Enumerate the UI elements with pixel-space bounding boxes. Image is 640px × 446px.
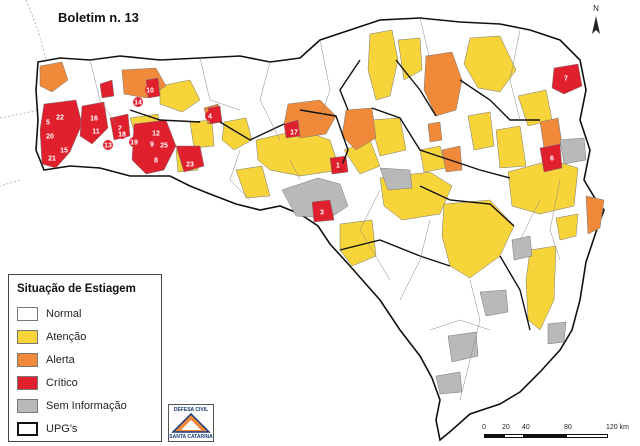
critical-label: 25 — [160, 142, 168, 149]
scale-bar: 0 20 40 80 120 km — [482, 424, 632, 444]
critical-label: 7 — [564, 75, 568, 82]
critical-label-marker — [103, 140, 113, 150]
scale-segment — [504, 434, 524, 438]
critical-label-marker — [159, 140, 169, 150]
critical-label-marker — [547, 153, 557, 163]
critical-label: 11 — [92, 128, 100, 135]
legend-swatch-sem-informacao — [17, 399, 38, 413]
critical-label-marker — [561, 73, 571, 83]
scale-tick: 20 — [502, 424, 510, 431]
legend-item-upgs: UPG's — [17, 422, 162, 440]
legend-label: UPG's — [46, 423, 78, 435]
critical-label-marker — [151, 128, 161, 138]
north-letter: N — [593, 4, 599, 13]
critical-label-marker — [47, 153, 57, 163]
critical-label-marker — [147, 139, 157, 149]
critical-label: 20 — [46, 133, 54, 140]
defesa-civil-logo: DEFESA CIVIL SANTA CATARINA — [168, 404, 214, 442]
critical-label: 19 — [130, 139, 138, 146]
critical-label: 14 — [134, 99, 142, 106]
legend-swatch-normal — [17, 307, 38, 321]
legend-item-critico: Crítico — [17, 376, 162, 394]
critical-label: 13 — [104, 142, 112, 149]
bulletin-title: Boletim n. 13 — [58, 10, 139, 25]
scale-tick: 40 — [522, 424, 530, 431]
legend: Situação de Estiagem Normal Atenção Aler… — [8, 274, 162, 442]
critical-label: 9 — [150, 141, 154, 148]
critical-label: 22 — [56, 114, 64, 121]
critical-label-marker — [317, 207, 327, 217]
critical-label: 5 — [46, 119, 50, 126]
critical-label-marker — [117, 129, 127, 139]
scale-segment — [484, 434, 504, 438]
scale-tick: 120 km — [606, 424, 629, 431]
critical-label: 3 — [320, 209, 324, 216]
legend-label: Crítico — [46, 377, 78, 389]
legend-swatch-atencao — [17, 330, 38, 344]
critical-label-marker — [333, 160, 343, 170]
critical-label-marker — [205, 111, 215, 121]
critical-label: 6 — [550, 155, 554, 162]
critical-label-marker — [55, 112, 65, 122]
critical-label: 21 — [48, 155, 56, 162]
legend-item-normal: Normal — [17, 307, 162, 325]
border-dash-line — [0, 179, 21, 187]
critical-label-marker — [289, 127, 299, 137]
border-dash-line — [25, 0, 47, 61]
upg-boundaries — [129, 59, 540, 331]
critical-label: 23 — [186, 161, 194, 168]
critical-label-marker — [151, 155, 161, 165]
critical-label: 18 — [118, 131, 126, 138]
north-arrow-icon — [592, 16, 600, 34]
critical-label-marker — [91, 126, 101, 136]
municipal-lines — [89, 17, 561, 401]
critical-label-marker — [129, 137, 139, 147]
critical-label: 8 — [154, 157, 158, 164]
legend-swatch-critico — [17, 376, 38, 390]
scale-tick: 0 — [482, 424, 486, 431]
legend-item-alerta: Alerta — [17, 353, 162, 371]
legend-item-atencao: Atenção — [17, 330, 162, 348]
critical-label: 17 — [290, 129, 298, 136]
legend-label: Atenção — [46, 331, 87, 343]
critical-label-marker — [185, 159, 195, 169]
scale-segment — [524, 434, 566, 438]
legend-item-sem-informacao: Sem Informação — [17, 399, 162, 417]
critical-label-marker — [43, 117, 53, 127]
legend-label: Alerta — [46, 354, 75, 366]
critical-label-marker — [89, 113, 99, 123]
logo-line2: SANTA CATARINA — [169, 434, 213, 440]
critical-label: 15 — [60, 147, 68, 154]
legend-swatch-upgs — [17, 422, 38, 436]
critical-label: 16 — [90, 115, 98, 122]
critical-label: 2 — [118, 125, 122, 132]
scale-tick: 80 — [564, 424, 572, 431]
critical-label-marker — [133, 97, 143, 107]
logo-line1: DEFESA CIVIL — [173, 407, 209, 413]
legend-swatch-alerta — [17, 353, 38, 367]
legend-label: Sem Informação — [46, 400, 127, 412]
legend-label: Normal — [46, 308, 82, 320]
legend-title: Situação de Estiagem — [17, 283, 136, 295]
logo-emblem-icon — [171, 413, 211, 433]
critical-label: 12 — [152, 130, 160, 137]
critical-label-marker — [145, 85, 155, 95]
critical-label: 1 — [336, 162, 340, 169]
north-arrow: N — [589, 4, 603, 38]
critical-label: 4 — [208, 113, 212, 120]
critical-label: 10 — [146, 87, 154, 94]
critical-label-marker — [59, 145, 69, 155]
scale-segment — [566, 434, 608, 438]
critical-label-marker — [45, 131, 55, 141]
